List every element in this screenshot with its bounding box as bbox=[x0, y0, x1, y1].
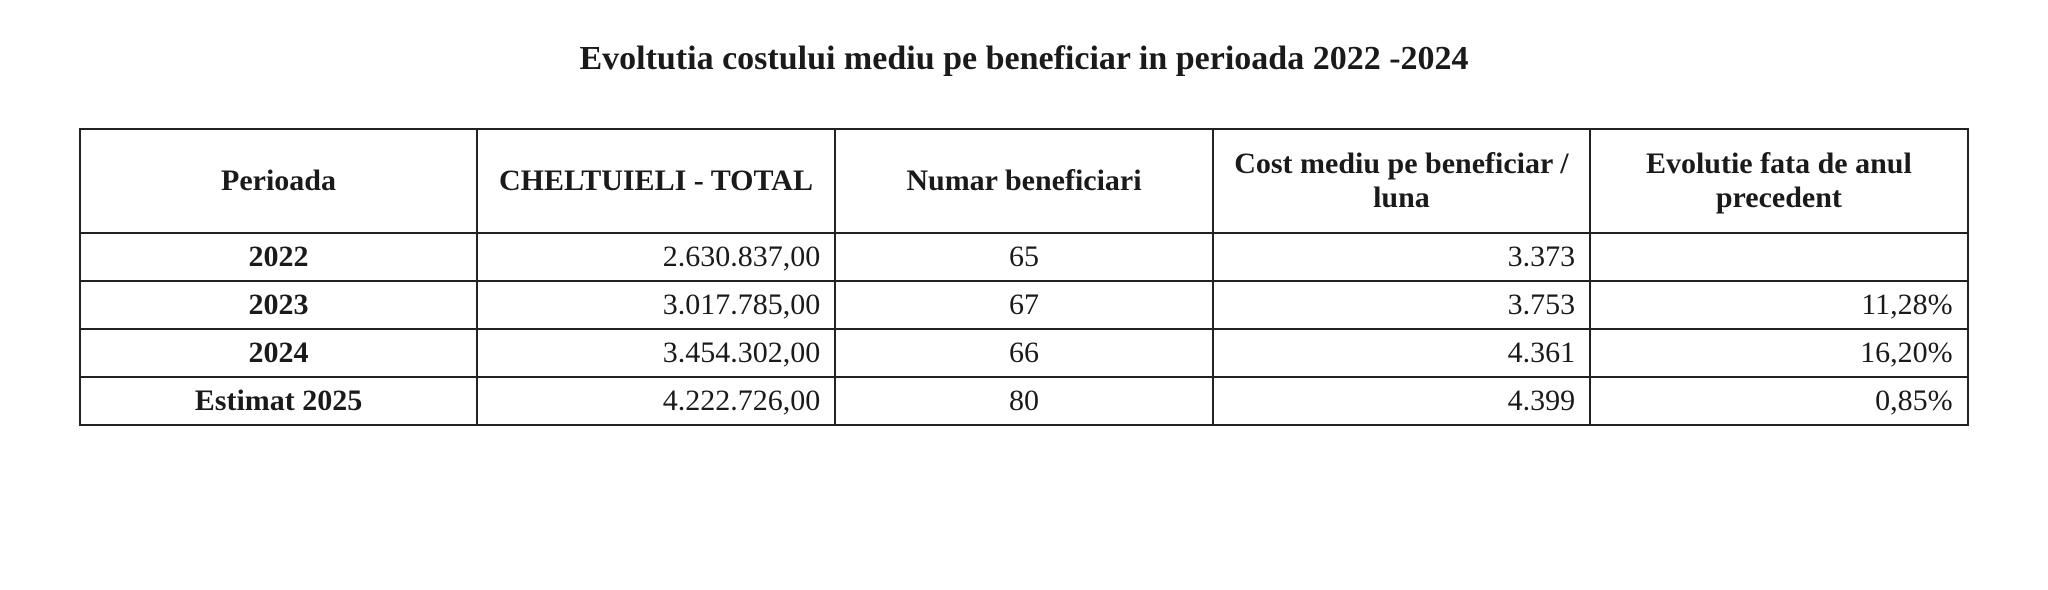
cell-benef: 65 bbox=[835, 233, 1212, 281]
table-row: Estimat 2025 4.222.726,00 80 4.399 0,85% bbox=[80, 377, 1967, 425]
col-cost-mediu: Cost mediu pe beneficiar / luna bbox=[1213, 129, 1590, 233]
cell-period: 2024 bbox=[80, 329, 476, 377]
cell-benef: 67 bbox=[835, 281, 1212, 329]
cell-total: 3.017.785,00 bbox=[477, 281, 836, 329]
table-header-row: Perioada CHELTUIELI - TOTAL Numar benefi… bbox=[80, 129, 1967, 233]
cell-cost: 4.399 bbox=[1213, 377, 1590, 425]
col-evolutie: Evolutie fata de anul precedent bbox=[1590, 129, 1967, 233]
cell-period: 2022 bbox=[80, 233, 476, 281]
col-perioada: Perioada bbox=[80, 129, 476, 233]
cell-total: 3.454.302,00 bbox=[477, 329, 836, 377]
cell-total: 4.222.726,00 bbox=[477, 377, 836, 425]
cost-table: Perioada CHELTUIELI - TOTAL Numar benefi… bbox=[79, 128, 1968, 426]
col-beneficiari: Numar beneficiari bbox=[835, 129, 1212, 233]
cell-cost: 3.373 bbox=[1213, 233, 1590, 281]
col-cheltuieli: CHELTUIELI - TOTAL bbox=[477, 129, 836, 233]
cell-evol: 16,20% bbox=[1590, 329, 1967, 377]
cell-benef: 66 bbox=[835, 329, 1212, 377]
table-row: 2024 3.454.302,00 66 4.361 16,20% bbox=[80, 329, 1967, 377]
cell-evol: 11,28% bbox=[1590, 281, 1967, 329]
cell-evol bbox=[1590, 233, 1967, 281]
cell-evol: 0,85% bbox=[1590, 377, 1967, 425]
cell-benef: 80 bbox=[835, 377, 1212, 425]
page-title: Evoltutia costului mediu pe beneficiar i… bbox=[40, 40, 2008, 78]
cell-total: 2.630.837,00 bbox=[477, 233, 836, 281]
cell-cost: 3.753 bbox=[1213, 281, 1590, 329]
table-row: 2022 2.630.837,00 65 3.373 bbox=[80, 233, 1967, 281]
cell-cost: 4.361 bbox=[1213, 329, 1590, 377]
cell-period: Estimat 2025 bbox=[80, 377, 476, 425]
cell-period: 2023 bbox=[80, 281, 476, 329]
table-row: 2023 3.017.785,00 67 3.753 11,28% bbox=[80, 281, 1967, 329]
